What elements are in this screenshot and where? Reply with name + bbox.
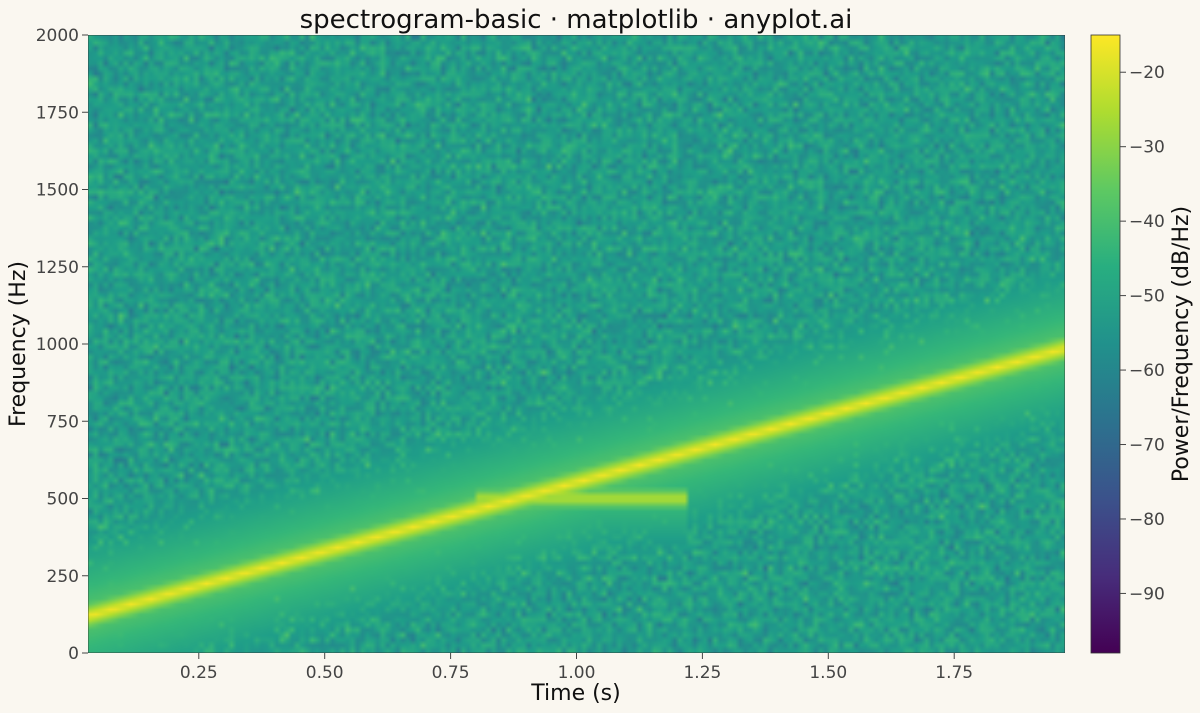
- colorbar-tick-label: −90: [1129, 584, 1165, 604]
- colorbar-tick-label: −80: [1129, 510, 1165, 530]
- x-axis-label: Time (s): [530, 681, 620, 706]
- y-tick-label: 2000: [36, 26, 79, 46]
- x-axis: 0.25 0.50 0.75 1.00 1.25 1.50 1.75: [180, 653, 973, 683]
- y-axis: 0 250 500 750 1000 1250 1500 1750 2000: [36, 26, 88, 664]
- colorbar-axis: −20 −30 −40 −50 −60 −70 −80 −90: [1120, 63, 1165, 604]
- y-tick-label: 1000: [36, 335, 79, 355]
- x-tick-label: 0.50: [306, 663, 344, 683]
- x-tick-label: 0.75: [432, 663, 470, 683]
- colorbar-tick-label: −40: [1129, 212, 1165, 232]
- colorbar-tick-label: −30: [1129, 138, 1165, 158]
- colorbar-label: Power/Frequency (dB/Hz): [1169, 206, 1194, 482]
- x-tick-label: 0.25: [180, 663, 218, 683]
- chart-title: spectrogram-basic · matplotlib · anyplot…: [300, 5, 853, 35]
- y-tick-label: 0: [68, 644, 79, 664]
- colorbar: [1090, 34, 1121, 654]
- colorbar-tick-label: −70: [1129, 436, 1165, 456]
- x-tick-label: 1.50: [809, 663, 847, 683]
- y-tick-label: 250: [47, 567, 79, 587]
- colorbar-tick-label: −60: [1129, 361, 1165, 381]
- x-tick-label: 1.00: [558, 663, 596, 683]
- y-tick-label: 1750: [36, 103, 79, 123]
- y-tick-label: 1250: [36, 258, 79, 278]
- y-tick-label: 500: [47, 490, 79, 510]
- y-tick-label: 1500: [36, 181, 79, 201]
- colorbar-tick-label: −50: [1129, 287, 1165, 307]
- y-tick-label: 750: [47, 412, 79, 432]
- x-tick-label: 1.75: [935, 663, 973, 683]
- spectrogram-heatmap: [88, 35, 1065, 653]
- colorbar-tick-label: −20: [1129, 63, 1165, 83]
- x-tick-label: 1.25: [683, 663, 721, 683]
- y-axis-label: Frequency (Hz): [6, 261, 31, 427]
- plot-area: [88, 35, 1065, 653]
